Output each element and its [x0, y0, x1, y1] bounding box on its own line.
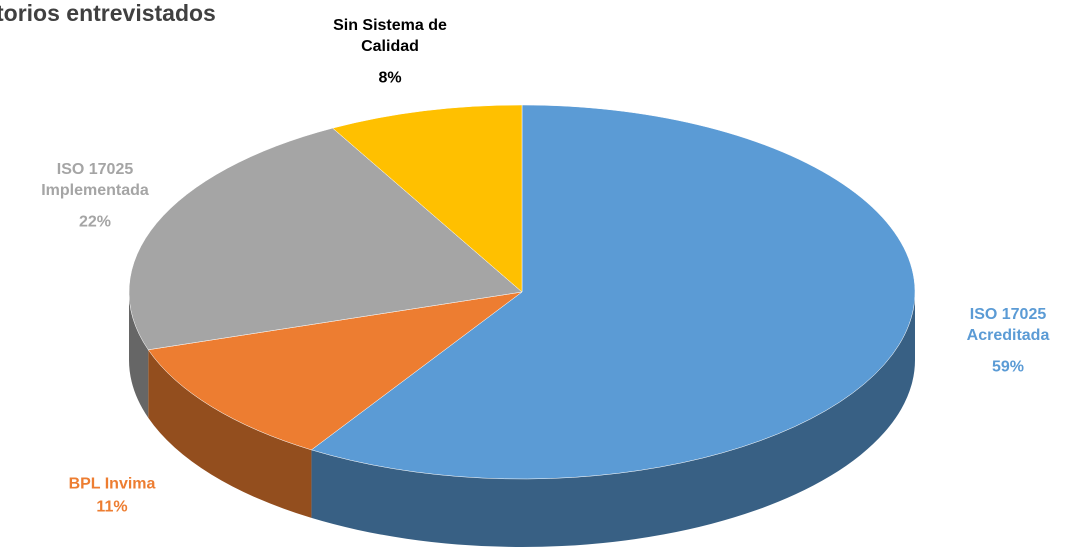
slice-label: ISO 17025 Acreditada [966, 306, 1050, 344]
chart-title: torios entrevistados [0, 0, 216, 26]
slice-value-label: 8% [378, 69, 402, 87]
slice [332, 104, 523, 293]
slice-value-label: 22% [78, 213, 112, 231]
slice-side [311, 292, 916, 547]
slice-label: ISO 17025 Implementada [41, 161, 149, 199]
slice [310, 104, 916, 480]
slice-label: Sin Sistema de Calidad [333, 17, 447, 55]
slice [147, 291, 523, 451]
slice-value-label: 59% [991, 358, 1025, 376]
slice [128, 127, 523, 351]
slice-value-label: 11% [96, 498, 128, 516]
slice-side [129, 292, 149, 418]
slice-side [148, 349, 312, 518]
slice-label: BPL Invima [68, 475, 156, 493]
